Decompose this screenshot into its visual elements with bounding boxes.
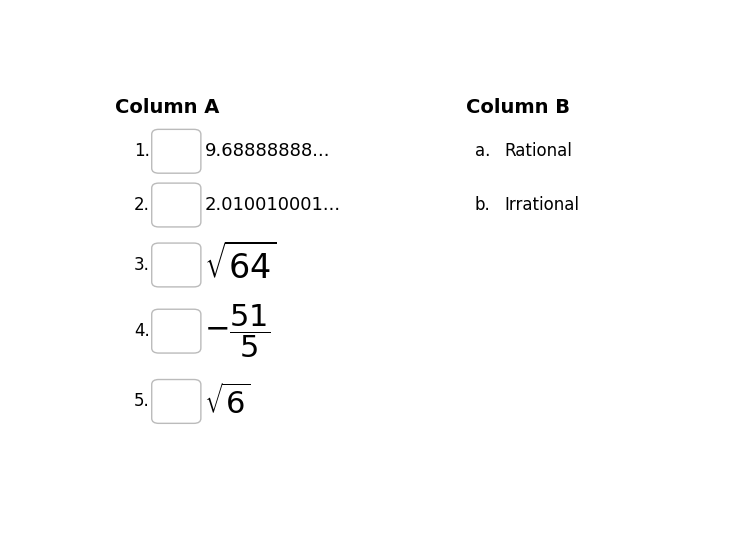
Text: b.: b. [475, 196, 491, 214]
Text: 1.: 1. [134, 142, 150, 160]
Text: 4.: 4. [134, 322, 150, 340]
Text: Rational: Rational [504, 142, 572, 160]
Text: $-\dfrac{51}{5}$: $-\dfrac{51}{5}$ [205, 302, 271, 360]
Text: Column B: Column B [466, 98, 570, 118]
Text: 2.: 2. [134, 196, 150, 214]
FancyBboxPatch shape [152, 183, 201, 227]
FancyBboxPatch shape [152, 309, 201, 353]
Text: Column A: Column A [115, 98, 219, 118]
Text: Irrational: Irrational [504, 196, 579, 214]
FancyBboxPatch shape [152, 243, 201, 287]
FancyBboxPatch shape [152, 380, 201, 423]
Text: $\sqrt{6}$: $\sqrt{6}$ [205, 383, 251, 419]
Text: 2.010010001...: 2.010010001... [205, 196, 341, 214]
Text: 9.68888888...: 9.68888888... [205, 142, 330, 160]
FancyBboxPatch shape [152, 129, 201, 173]
Text: $\sqrt{64}$: $\sqrt{64}$ [205, 244, 277, 286]
Text: a.: a. [475, 142, 490, 160]
Text: 5.: 5. [134, 393, 150, 410]
Text: 3.: 3. [134, 256, 150, 274]
